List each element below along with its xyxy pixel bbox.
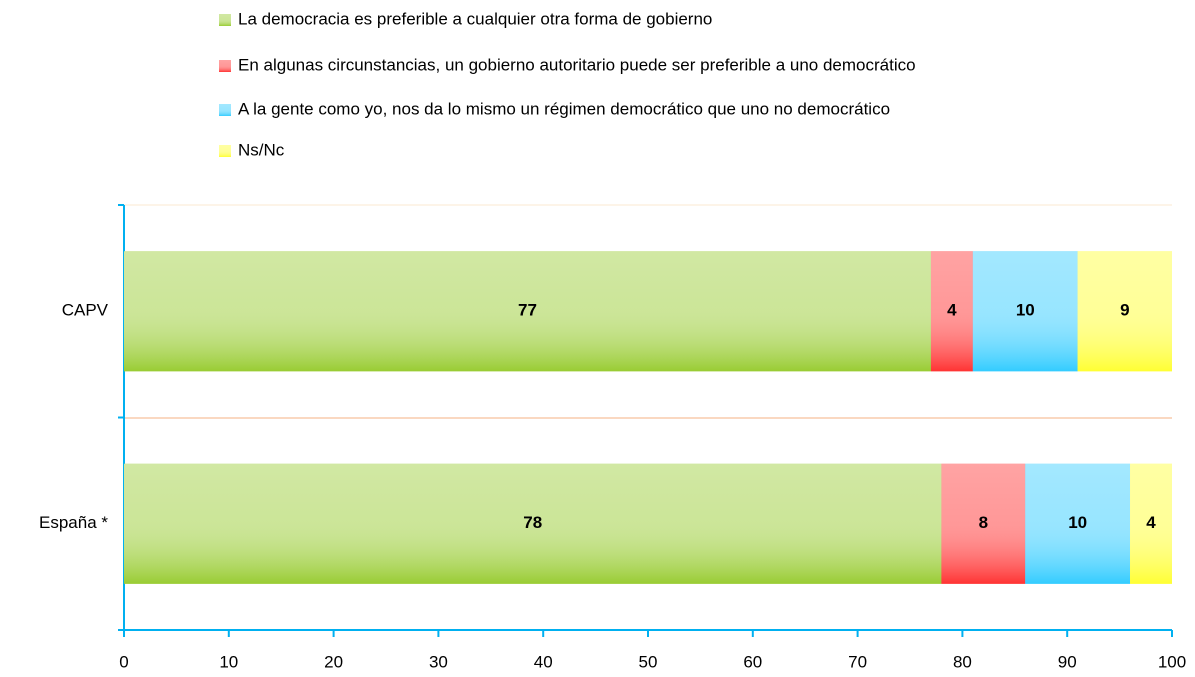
x-tick-label: 40: [534, 652, 553, 671]
bar-shade: [124, 463, 942, 584]
bar-segment: [1077, 251, 1172, 372]
y-tick-label: España *: [39, 513, 108, 532]
bar-segment: [930, 251, 973, 372]
bar-segment: [124, 463, 942, 584]
x-tick-label: 70: [848, 652, 867, 671]
data-label: 8: [979, 513, 988, 532]
data-label: 10: [1068, 513, 1087, 532]
bar-shade: [1025, 463, 1131, 584]
legend-label: Ns/Nc: [238, 140, 285, 159]
x-tick-label: 10: [219, 652, 238, 671]
x-tick-label: 90: [1058, 652, 1077, 671]
x-tick-label: 20: [324, 652, 343, 671]
bar-segment: [972, 251, 1078, 372]
data-label: 4: [1146, 513, 1156, 532]
x-tick-label: 30: [429, 652, 448, 671]
bar-shade: [941, 463, 1026, 584]
x-tick-label: 0: [119, 652, 128, 671]
bar-segment: [124, 251, 931, 372]
data-label: 78: [523, 513, 542, 532]
legend-swatch-shade: [219, 145, 231, 157]
bar-shade: [124, 251, 931, 372]
bar-segment: [1130, 463, 1172, 584]
bar-shade: [1130, 463, 1172, 584]
legend-label: En algunas circunstancias, un gobierno a…: [238, 55, 916, 74]
bar-shade: [972, 251, 1078, 372]
x-tick-label: 50: [639, 652, 658, 671]
x-tick-label: 80: [953, 652, 972, 671]
x-tick-label: 60: [743, 652, 762, 671]
data-label: 4: [947, 301, 957, 320]
data-label: 9: [1120, 301, 1129, 320]
y-tick-label: CAPV: [62, 301, 109, 320]
data-label: 10: [1016, 301, 1035, 320]
legend-swatch-shade: [219, 60, 231, 72]
bar-segment: [941, 463, 1026, 584]
bar-segment: [1025, 463, 1131, 584]
legend-label: La democracia es preferible a cualquier …: [238, 9, 712, 28]
x-tick-label: 100: [1158, 652, 1186, 671]
data-label: 77: [518, 301, 537, 320]
legend-swatch-shade: [219, 14, 231, 26]
bar-shade: [930, 251, 973, 372]
legend-swatch-shade: [219, 104, 231, 116]
bar-shade: [1077, 251, 1172, 372]
legend-label: A la gente como yo, nos da lo mismo un r…: [238, 99, 890, 118]
